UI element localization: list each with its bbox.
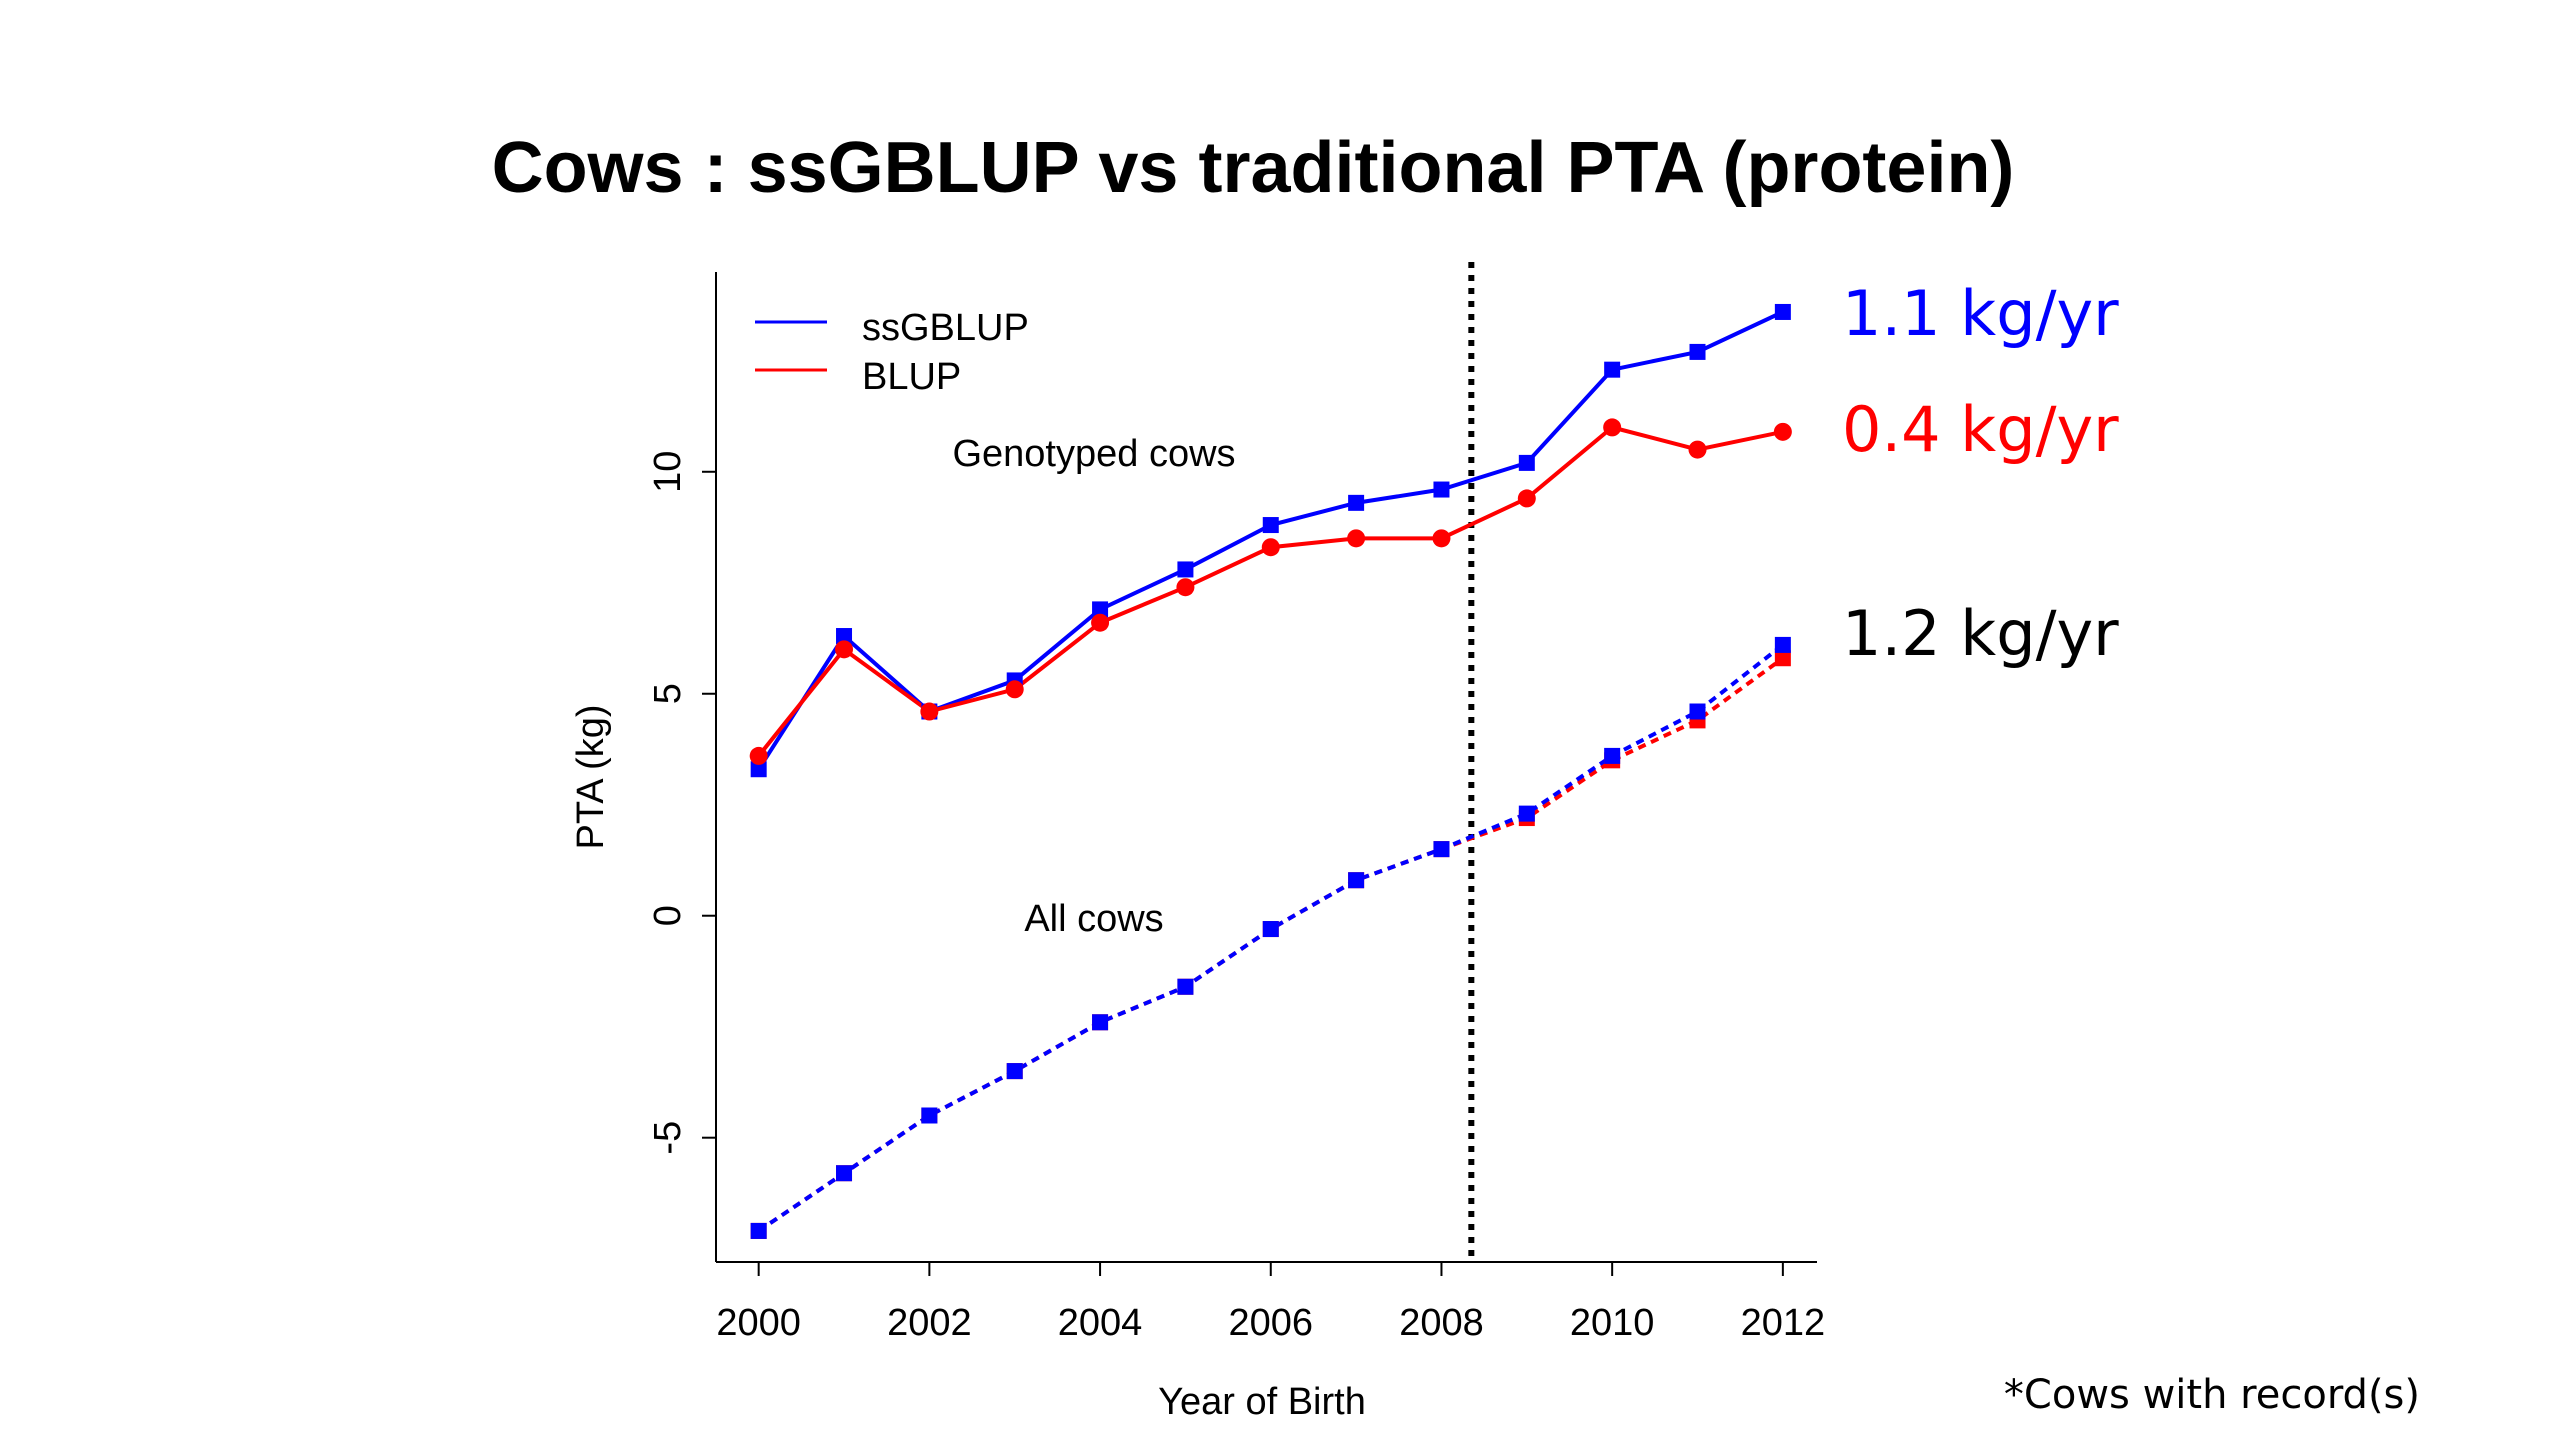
footnote: *Cows with record(s) — [2004, 1372, 2420, 1418]
marker-genotyped-cows-blup-2002 — [920, 702, 939, 721]
marker-all-cows-ssgblup-2004 — [1092, 1014, 1109, 1031]
series-line-genotyped-cows-blup — [757, 425, 1784, 758]
marker-genotyped-cows-blup-2001 — [835, 640, 854, 659]
marker-genotyped-cows-ssgblup-2004 — [1092, 601, 1109, 618]
x-tick-label-2012: 2012 — [1741, 1302, 1826, 1344]
marker-genotyped-cows-ssgblup-2006 — [1262, 517, 1279, 534]
rate-label-ssgblup: 1.1 kg/yr — [1842, 277, 2119, 350]
marker-genotyped-cows-blup-2004 — [1091, 613, 1110, 632]
y-axis-title: PTA (kg) — [570, 705, 612, 850]
x-tick-label-2004: 2004 — [1058, 1302, 1143, 1344]
marker-genotyped-cows-blup-2007 — [1347, 529, 1366, 548]
marker-all-cows-blup-2012 — [1774, 650, 1791, 667]
marker-all-cows-ssgblup-2005 — [1177, 978, 1194, 995]
marker-genotyped-cows-ssgblup-2007 — [1348, 494, 1365, 511]
legend-label-blup: BLUP — [862, 356, 961, 398]
marker-genotyped-cows-blup-2011 — [1688, 440, 1707, 459]
marker-all-cows-ssgblup-2003 — [1006, 1063, 1023, 1080]
marker-genotyped-cows-ssgblup-2005 — [1177, 561, 1194, 578]
annotation-all-cows: All cows — [1024, 898, 1163, 940]
marker-genotyped-cows-blup-2008 — [1432, 529, 1451, 548]
series-line-all-cows-ssgblup — [757, 643, 1785, 1233]
x-axis-title: Year of Birth — [1158, 1381, 1366, 1423]
marker-all-cows-ssgblup-2010 — [1604, 747, 1621, 764]
marker-genotyped-cows-ssgblup-2012 — [1774, 303, 1791, 320]
marker-genotyped-cows-ssgblup-2000 — [750, 761, 767, 778]
pta-chart: 2000 2002 2004 2006 2008 2010 2012 -5 0 5 10 Year … — [570, 262, 1825, 1423]
marker-genotyped-cows-blup-2012 — [1773, 422, 1792, 441]
marker-genotyped-cows-ssgblup-2010 — [1604, 361, 1621, 378]
marker-genotyped-cows-blup-2003 — [1005, 680, 1024, 699]
marker-all-cows-ssgblup-2000 — [750, 1222, 767, 1239]
marker-all-cows-ssgblup-2007 — [1348, 872, 1365, 889]
y-tick-label--5: -5 — [647, 1121, 689, 1155]
marker-genotyped-cows-blup-2006 — [1261, 538, 1280, 557]
legend: ssGBLUP BLUP — [755, 307, 1029, 398]
x-tick-label-2008: 2008 — [1399, 1302, 1484, 1344]
rate-labels: 1.1 kg/yr 0.4 kg/yr 1.2 kg/yr — [1842, 277, 2119, 670]
annotation-genotyped-cows: Genotyped cows — [952, 433, 1235, 475]
marker-all-cows-ssgblup-2002 — [921, 1107, 938, 1124]
x-tick-label-2002: 2002 — [887, 1302, 972, 1344]
x-tick-label-2010: 2010 — [1570, 1302, 1655, 1344]
marker-genotyped-cows-blup-2009 — [1517, 489, 1536, 508]
x-tick-label-2000: 2000 — [716, 1302, 801, 1344]
slide-title: Cows : ssGBLUP vs traditional PTA (prote… — [492, 128, 2015, 208]
y-tick-label-0: 0 — [647, 905, 689, 926]
rate-label-blup: 0.4 kg/yr — [1842, 393, 2119, 466]
marker-genotyped-cows-ssgblup-2009 — [1518, 454, 1535, 471]
marker-genotyped-cows-ssgblup-2001 — [836, 628, 853, 645]
marker-genotyped-cows-ssgblup-2011 — [1689, 343, 1706, 360]
marker-all-cows-ssgblup-2011 — [1689, 703, 1706, 720]
legend-label-ssgblup: ssGBLUP — [862, 307, 1029, 349]
y-tick-label-10: 10 — [647, 451, 689, 493]
marker-genotyped-cows-blup-2010 — [1603, 418, 1622, 437]
y-tick-label-5: 5 — [647, 683, 689, 704]
marker-all-cows-ssgblup-2006 — [1262, 921, 1279, 938]
marker-genotyped-cows-blup-2005 — [1176, 578, 1195, 597]
series-line-all-cows-blup — [757, 656, 1785, 1233]
marker-genotyped-cows-ssgblup-2008 — [1433, 481, 1450, 498]
marker-all-cows-ssgblup-2008 — [1433, 841, 1450, 858]
marker-genotyped-cows-blup-2000 — [749, 746, 768, 765]
rate-label-all-cows: 1.2 kg/yr — [1842, 597, 2119, 670]
x-tick-label-2006: 2006 — [1228, 1302, 1313, 1344]
chart-axes: 2000 2002 2004 2006 2008 2010 2012 -5 0 5 10 — [647, 262, 1825, 1344]
series-lines — [756, 310, 1785, 1233]
marker-all-cows-ssgblup-2009 — [1518, 805, 1535, 822]
marker-all-cows-ssgblup-2012 — [1774, 636, 1791, 653]
marker-all-cows-ssgblup-2001 — [836, 1165, 853, 1182]
series-markers — [749, 303, 1792, 1239]
